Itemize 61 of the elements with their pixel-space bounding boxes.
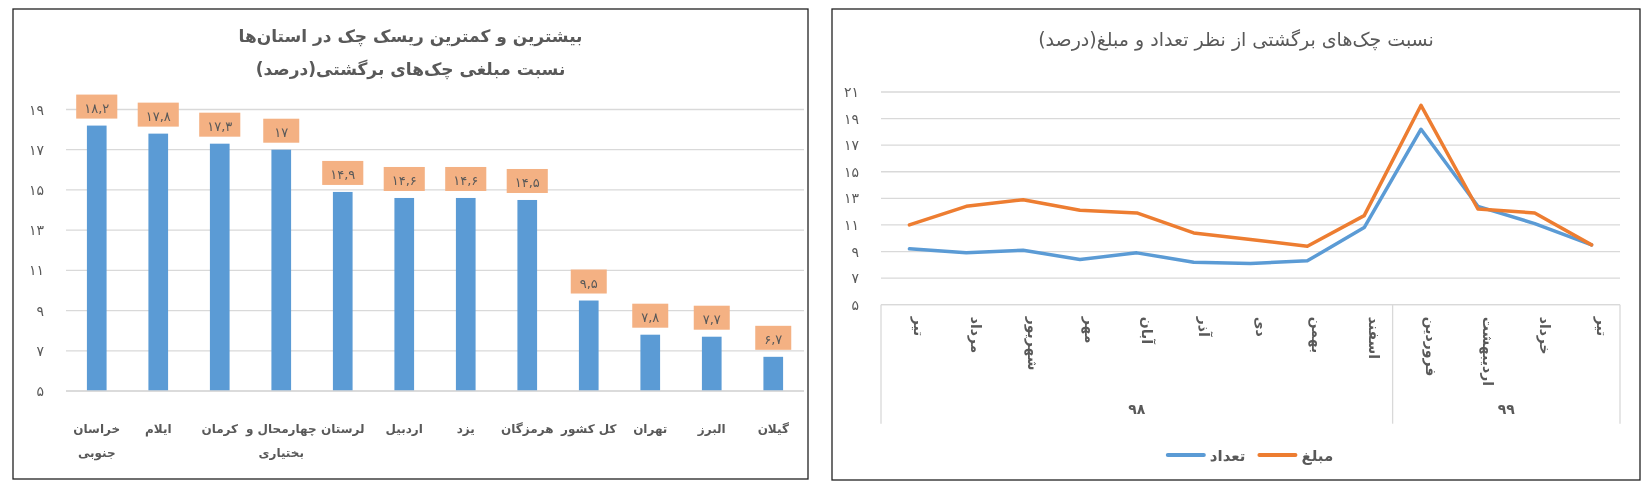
text: ۹۸ xyxy=(1128,400,1146,417)
y-tick-label: ۷ xyxy=(851,270,860,287)
y-tick-label: ۱۹ xyxy=(28,101,44,118)
x-tick-label: یزد xyxy=(456,422,475,436)
y-tick-label: ۱۹ xyxy=(843,110,859,127)
x-tick-label: تیر xyxy=(1592,315,1610,337)
data-label: ۱۴,۶ xyxy=(391,172,417,188)
y-tick-label: ۹ xyxy=(851,243,859,260)
data-label: ۱۸,۲ xyxy=(84,100,110,116)
x-tick-label: تهران xyxy=(633,422,668,436)
x-tick-label: آذر xyxy=(1195,315,1213,338)
y-tick-label: ۱۵ xyxy=(28,181,44,198)
data-label: ۱۷,۸ xyxy=(145,108,171,124)
x-tick-label: خراسان جنوبی xyxy=(73,422,121,461)
x-tick-label: ایلام xyxy=(144,422,172,437)
x-tick-label: البرز xyxy=(696,422,726,436)
x-tick-label: اردیبهشت xyxy=(1478,316,1496,387)
data-label: ۷,۸ xyxy=(641,309,660,325)
x-tick-label: مهر xyxy=(1080,315,1098,344)
y-tick-label: ۱۳ xyxy=(28,222,45,239)
y-tick-label: ۵ xyxy=(36,383,44,399)
y-tick-label: ۷ xyxy=(36,342,45,359)
x-tick-label: شهریور xyxy=(1024,315,1042,371)
data-label: ۹,۵ xyxy=(579,275,598,291)
chart-subtitle: نسبت مبلغی چک‌های برگشتی(درصد) xyxy=(255,59,566,80)
y-tick-label: ۱۷ xyxy=(843,137,860,154)
legend-label: مبلغ xyxy=(1301,447,1334,465)
x-tick-label: مرداد xyxy=(967,316,985,354)
y-tick-label: ۱۱ xyxy=(28,262,44,279)
y-tick-label: ۱۷ xyxy=(28,141,45,158)
data-label: ۶,۷ xyxy=(764,331,783,347)
x-tick-label: فروردین xyxy=(1422,316,1440,377)
x-tick-label: کرمان xyxy=(201,422,239,436)
y-tick-label: ۱۳ xyxy=(843,190,860,207)
y-tick-label: ۵ xyxy=(851,296,859,313)
y-tick-label: ۱۱ xyxy=(843,216,859,233)
x-tick-label: چهارمحال و بختیاری xyxy=(244,422,317,460)
x-tick-label: آبان xyxy=(1138,316,1156,346)
x-tick-label: هرمزگان xyxy=(501,422,554,436)
data-label: ۱۴,۵ xyxy=(514,174,540,190)
data-label: ۱۴,۹ xyxy=(330,166,356,182)
x-tick-label: لرستان xyxy=(321,422,365,436)
y-tick-label: ۲۱ xyxy=(843,84,859,100)
x-tick-label: دی xyxy=(1252,316,1269,337)
data-label: ۱۷,۳ xyxy=(207,118,233,134)
data-label: ۷,۷ xyxy=(702,311,721,327)
y-tick-label: ۹ xyxy=(36,302,44,319)
data-label: ۱۷ xyxy=(274,124,289,140)
x-tick-label: بهمن xyxy=(1308,316,1326,354)
legend-label: تعداد xyxy=(1209,447,1246,465)
data-label: ۱۴,۶ xyxy=(453,172,479,188)
x-tick-label: تیر xyxy=(910,315,928,337)
chart-title: بیشترین و کمترین ریسک چک در استان‌ها xyxy=(238,26,583,47)
x-tick-label: اسفند xyxy=(1366,316,1383,360)
x-tick-label: خرداد xyxy=(1535,316,1553,355)
chart-title: نسبت چک‌های برگشتی از نظر تعداد و مبلغ(درصد) xyxy=(1038,28,1434,51)
x-tick-label: اردبیل xyxy=(385,422,423,436)
y-tick-label: ۱۵ xyxy=(843,163,859,180)
x-tick-label: گیلان xyxy=(757,422,789,436)
x-tick-label: کل کشور xyxy=(560,422,617,437)
text: ۹۹ xyxy=(1497,400,1516,417)
